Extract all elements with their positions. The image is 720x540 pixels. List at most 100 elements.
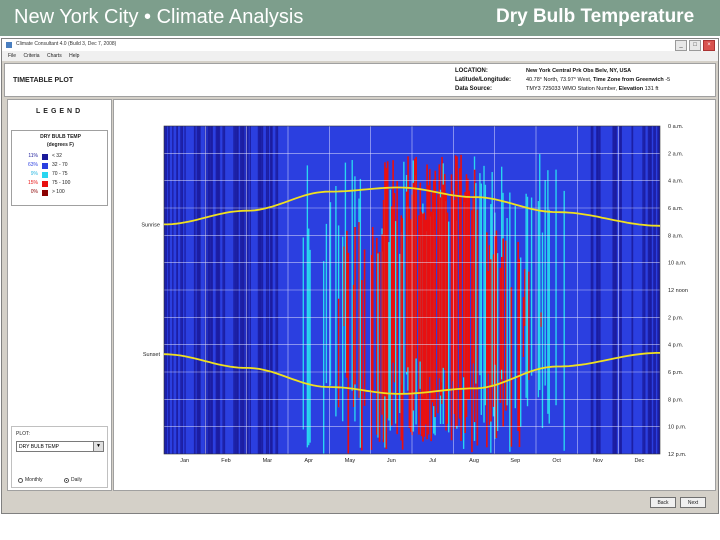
timezone-value: -5 (665, 77, 671, 83)
menu-file[interactable]: File (8, 53, 17, 59)
radio-monthly-circle[interactable] (18, 477, 23, 483)
warm-day-column (544, 180, 546, 386)
hot-day-column (375, 237, 378, 435)
hot-day-column (424, 219, 427, 425)
back-button[interactable]: Back (650, 497, 676, 508)
legend-percent: 0% (30, 189, 38, 195)
latlong-label: Latitude/Longitude: (455, 77, 511, 83)
warm-day-column (389, 189, 391, 431)
warm-day-column (308, 228, 310, 446)
y-tick-label: 10 a.m. (668, 261, 687, 267)
x-tick-label: Jun (387, 458, 396, 464)
warm-day-column (377, 253, 379, 438)
hot-day-column (431, 191, 434, 403)
legend-item: 9% 70 - 75 (12, 171, 109, 180)
warm-day-column (514, 205, 516, 409)
warm-day-column (509, 192, 511, 452)
legend-percent: 15% (27, 180, 38, 186)
radio-monthly[interactable]: Monthly (18, 477, 43, 483)
hot-day-column (428, 169, 431, 378)
y-tick-label: 4 p.m. (668, 343, 684, 349)
hot-day-column (468, 190, 471, 400)
elevation-label: Elevation (618, 86, 644, 92)
maximize-button[interactable]: □ (689, 40, 701, 51)
hot-day-column (354, 227, 356, 385)
warm-day-column (547, 170, 549, 414)
minimize-button[interactable]: _ (675, 40, 687, 51)
warm-day-column (563, 190, 565, 451)
window-titlebar[interactable]: Climate Consultant 4.0 (Build 3, Dec 7, … (2, 39, 718, 51)
x-tick-label: Oct (552, 458, 561, 464)
hot-day-column (465, 174, 468, 418)
warm-day-column (506, 218, 508, 406)
y-tick-label: 2 p.m. (668, 315, 684, 321)
hot-day-column (434, 170, 437, 418)
radio-daily[interactable]: Daily (64, 477, 82, 483)
hot-day-column (453, 200, 456, 414)
plot-selector: PLOT: DRY BULB TEMP ▼ Monthly Daily (11, 426, 108, 488)
info-labels: LOCATION: Latitude/Longitude: Data Sourc… (455, 67, 511, 94)
warm-day-column (359, 178, 362, 448)
hot-day-column (358, 222, 360, 398)
hot-day-column (439, 197, 442, 396)
hot-day-column (446, 212, 449, 424)
legend-item: 63% 32 - 70 (12, 162, 109, 171)
hot-day-column (420, 211, 423, 437)
hot-day-column (396, 181, 399, 435)
hot-day-column (423, 212, 426, 437)
warm-day-column (480, 183, 482, 415)
hot-day-column (363, 249, 366, 406)
legend-units: (degrees F) (47, 142, 74, 148)
hot-day-column (517, 241, 519, 432)
hot-day-column (407, 156, 409, 368)
timetable-chart: Sunrise Sunset 0 a.m. 2 a.m. 4 a.m. 6 a.m. 8 a… (141, 124, 688, 464)
warm-day-column (388, 242, 390, 421)
plot-frame (163, 125, 661, 455)
warm-day-column (403, 161, 405, 394)
legend-heading: DRY BULB TEMP (40, 134, 81, 140)
next-button[interactable]: Next (680, 497, 706, 508)
hot-day-column (528, 271, 530, 380)
hot-day-column (385, 167, 388, 449)
legend-swatch (42, 163, 48, 169)
chevron-down-icon[interactable]: ▼ (93, 442, 103, 451)
hot-day-column (494, 236, 496, 365)
plot-type-title: TIMETABLE PLOT (13, 77, 74, 84)
legend-range: < 32 (52, 153, 62, 159)
y-tick-label: 8 p.m. (668, 397, 684, 403)
sunrise-curve (163, 186, 661, 227)
plot-dropdown-value: DRY BULB TEMP (19, 444, 60, 450)
plot-dropdown[interactable]: DRY BULB TEMP ▼ (16, 441, 104, 452)
warm-day-column (395, 221, 397, 424)
left-panel: LEGEND DRY BULB TEMP (degrees F) 11% < 32… (7, 99, 112, 491)
legend-swatch (42, 190, 48, 196)
hot-day-column (414, 158, 416, 393)
chart-area: Sunrise Sunset 0 a.m. 2 a.m. 4 a.m. 6 a.m. 8 a… (113, 99, 716, 491)
elevation-value: 131 ft (644, 86, 659, 92)
hot-day-column (452, 190, 454, 382)
hot-day-column (381, 234, 384, 415)
radio-daily-circle[interactable] (64, 477, 69, 483)
hot-day-column (488, 245, 491, 426)
y-tick-label: 6 p.m. (668, 370, 684, 376)
warm-day-column (329, 202, 332, 386)
hot-day-column (441, 156, 443, 404)
warm-day-column (309, 249, 311, 443)
warm-day-column (325, 223, 328, 384)
hot-day-column (445, 192, 447, 431)
hot-day-column (422, 213, 424, 442)
y-tick-label: 0 a.m. (668, 124, 684, 130)
menu-help[interactable]: Help (69, 53, 80, 59)
menu-charts[interactable]: Charts (46, 53, 62, 59)
warm-day-column (541, 232, 544, 429)
hot-day-column (476, 209, 479, 446)
hot-day-column (501, 256, 503, 370)
hot-day-column (347, 252, 350, 454)
radio-daily-label: Daily (71, 477, 83, 483)
menu-criteria[interactable]: Criteria (23, 53, 40, 59)
hot-day-column (378, 251, 381, 442)
info-values: New York Central Prk Obs Belv, NY, USA 4… (526, 67, 670, 94)
legend-swatch (42, 181, 48, 187)
x-tick-label: May (345, 458, 356, 464)
close-button[interactable]: × (703, 40, 715, 51)
